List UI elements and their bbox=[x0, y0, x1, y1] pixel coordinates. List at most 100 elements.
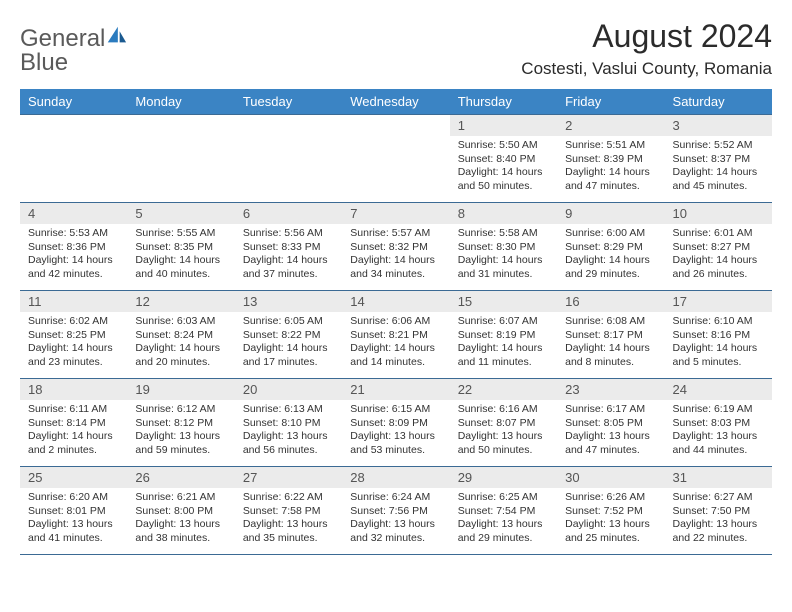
sunset-text: Sunset: 8:19 PM bbox=[458, 329, 549, 343]
calendar-day-cell: 6Sunrise: 5:56 AMSunset: 8:33 PMDaylight… bbox=[235, 203, 342, 291]
calendar-day-cell: 19Sunrise: 6:12 AMSunset: 8:12 PMDayligh… bbox=[127, 379, 234, 467]
sunset-text: Sunset: 7:56 PM bbox=[350, 505, 441, 519]
day-number: 22 bbox=[450, 379, 557, 400]
daylight-text: Daylight: 14 hours and 40 minutes. bbox=[135, 254, 226, 281]
daylight-text: Daylight: 14 hours and 17 minutes. bbox=[243, 342, 334, 369]
sunset-text: Sunset: 8:09 PM bbox=[350, 417, 441, 431]
sunrise-text: Sunrise: 6:20 AM bbox=[28, 491, 119, 505]
daylight-text: Daylight: 14 hours and 47 minutes. bbox=[565, 166, 656, 193]
day-number: 31 bbox=[665, 467, 772, 488]
daylight-text: Daylight: 13 hours and 50 minutes. bbox=[458, 430, 549, 457]
day-number bbox=[235, 115, 342, 136]
sunset-text: Sunset: 8:22 PM bbox=[243, 329, 334, 343]
day-details: Sunrise: 6:11 AMSunset: 8:14 PMDaylight:… bbox=[20, 400, 127, 462]
sunrise-text: Sunrise: 5:58 AM bbox=[458, 227, 549, 241]
sunset-text: Sunset: 8:12 PM bbox=[135, 417, 226, 431]
day-number: 15 bbox=[450, 291, 557, 312]
day-number: 5 bbox=[127, 203, 234, 224]
calendar-day-cell: 21Sunrise: 6:15 AMSunset: 8:09 PMDayligh… bbox=[342, 379, 449, 467]
daylight-text: Daylight: 14 hours and 34 minutes. bbox=[350, 254, 441, 281]
calendar-day-cell: 8Sunrise: 5:58 AMSunset: 8:30 PMDaylight… bbox=[450, 203, 557, 291]
weekday-header: Tuesday bbox=[235, 89, 342, 115]
sunrise-text: Sunrise: 6:25 AM bbox=[458, 491, 549, 505]
day-details: Sunrise: 6:12 AMSunset: 8:12 PMDaylight:… bbox=[127, 400, 234, 462]
weekday-header: Saturday bbox=[665, 89, 772, 115]
day-details: Sunrise: 6:08 AMSunset: 8:17 PMDaylight:… bbox=[557, 312, 664, 374]
sunrise-text: Sunrise: 6:08 AM bbox=[565, 315, 656, 329]
day-number bbox=[127, 115, 234, 136]
day-number: 19 bbox=[127, 379, 234, 400]
weekday-header: Friday bbox=[557, 89, 664, 115]
daylight-text: Daylight: 13 hours and 35 minutes. bbox=[243, 518, 334, 545]
calendar-day-cell: 25Sunrise: 6:20 AMSunset: 8:01 PMDayligh… bbox=[20, 467, 127, 555]
day-number: 28 bbox=[342, 467, 449, 488]
calendar-week-row: 18Sunrise: 6:11 AMSunset: 8:14 PMDayligh… bbox=[20, 379, 772, 467]
daylight-text: Daylight: 14 hours and 11 minutes. bbox=[458, 342, 549, 369]
daylight-text: Daylight: 14 hours and 8 minutes. bbox=[565, 342, 656, 369]
daylight-text: Daylight: 13 hours and 32 minutes. bbox=[350, 518, 441, 545]
sunset-text: Sunset: 7:52 PM bbox=[565, 505, 656, 519]
calendar-day-cell: 18Sunrise: 6:11 AMSunset: 8:14 PMDayligh… bbox=[20, 379, 127, 467]
day-details: Sunrise: 6:25 AMSunset: 7:54 PMDaylight:… bbox=[450, 488, 557, 550]
sunrise-text: Sunrise: 6:17 AM bbox=[565, 403, 656, 417]
location-text: Costesti, Vaslui County, Romania bbox=[521, 59, 772, 79]
sunset-text: Sunset: 8:05 PM bbox=[565, 417, 656, 431]
day-details bbox=[20, 136, 127, 147]
day-details: Sunrise: 6:03 AMSunset: 8:24 PMDaylight:… bbox=[127, 312, 234, 374]
calendar-day-cell: 2Sunrise: 5:51 AMSunset: 8:39 PMDaylight… bbox=[557, 115, 664, 203]
day-details: Sunrise: 5:52 AMSunset: 8:37 PMDaylight:… bbox=[665, 136, 772, 198]
day-details: Sunrise: 6:24 AMSunset: 7:56 PMDaylight:… bbox=[342, 488, 449, 550]
calendar-day-cell: 30Sunrise: 6:26 AMSunset: 7:52 PMDayligh… bbox=[557, 467, 664, 555]
calendar-day-cell: 24Sunrise: 6:19 AMSunset: 8:03 PMDayligh… bbox=[665, 379, 772, 467]
sunrise-text: Sunrise: 5:55 AM bbox=[135, 227, 226, 241]
daylight-text: Daylight: 14 hours and 31 minutes. bbox=[458, 254, 549, 281]
daylight-text: Daylight: 14 hours and 20 minutes. bbox=[135, 342, 226, 369]
day-details: Sunrise: 5:58 AMSunset: 8:30 PMDaylight:… bbox=[450, 224, 557, 286]
sunrise-text: Sunrise: 5:51 AM bbox=[565, 139, 656, 153]
daylight-text: Daylight: 13 hours and 53 minutes. bbox=[350, 430, 441, 457]
calendar-day-cell: 20Sunrise: 6:13 AMSunset: 8:10 PMDayligh… bbox=[235, 379, 342, 467]
sunset-text: Sunset: 8:24 PM bbox=[135, 329, 226, 343]
sunset-text: Sunset: 8:25 PM bbox=[28, 329, 119, 343]
daylight-text: Daylight: 13 hours and 56 minutes. bbox=[243, 430, 334, 457]
logo-text-2: Blue bbox=[20, 49, 68, 76]
daylight-text: Daylight: 13 hours and 47 minutes. bbox=[565, 430, 656, 457]
day-details: Sunrise: 6:01 AMSunset: 8:27 PMDaylight:… bbox=[665, 224, 772, 286]
calendar-week-row: 4Sunrise: 5:53 AMSunset: 8:36 PMDaylight… bbox=[20, 203, 772, 291]
calendar-day-cell: 3Sunrise: 5:52 AMSunset: 8:37 PMDaylight… bbox=[665, 115, 772, 203]
day-details: Sunrise: 6:06 AMSunset: 8:21 PMDaylight:… bbox=[342, 312, 449, 374]
sunset-text: Sunset: 8:17 PM bbox=[565, 329, 656, 343]
daylight-text: Daylight: 14 hours and 29 minutes. bbox=[565, 254, 656, 281]
logo: General Blue bbox=[20, 18, 127, 75]
day-details: Sunrise: 6:16 AMSunset: 8:07 PMDaylight:… bbox=[450, 400, 557, 462]
day-details: Sunrise: 5:57 AMSunset: 8:32 PMDaylight:… bbox=[342, 224, 449, 286]
day-number bbox=[342, 115, 449, 136]
sunset-text: Sunset: 8:32 PM bbox=[350, 241, 441, 255]
day-number: 4 bbox=[20, 203, 127, 224]
day-details: Sunrise: 5:55 AMSunset: 8:35 PMDaylight:… bbox=[127, 224, 234, 286]
sunrise-text: Sunrise: 6:13 AM bbox=[243, 403, 334, 417]
day-number: 23 bbox=[557, 379, 664, 400]
sunrise-text: Sunrise: 6:12 AM bbox=[135, 403, 226, 417]
day-number: 3 bbox=[665, 115, 772, 136]
calendar-day-cell: 29Sunrise: 6:25 AMSunset: 7:54 PMDayligh… bbox=[450, 467, 557, 555]
day-details: Sunrise: 6:07 AMSunset: 8:19 PMDaylight:… bbox=[450, 312, 557, 374]
sunset-text: Sunset: 8:33 PM bbox=[243, 241, 334, 255]
sunset-text: Sunset: 8:40 PM bbox=[458, 153, 549, 167]
daylight-text: Daylight: 13 hours and 41 minutes. bbox=[28, 518, 119, 545]
calendar-day-cell: 16Sunrise: 6:08 AMSunset: 8:17 PMDayligh… bbox=[557, 291, 664, 379]
calendar-day-cell: 23Sunrise: 6:17 AMSunset: 8:05 PMDayligh… bbox=[557, 379, 664, 467]
day-number: 14 bbox=[342, 291, 449, 312]
sunrise-text: Sunrise: 6:11 AM bbox=[28, 403, 119, 417]
day-number: 21 bbox=[342, 379, 449, 400]
sunset-text: Sunset: 8:39 PM bbox=[565, 153, 656, 167]
day-details: Sunrise: 5:56 AMSunset: 8:33 PMDaylight:… bbox=[235, 224, 342, 286]
daylight-text: Daylight: 13 hours and 59 minutes. bbox=[135, 430, 226, 457]
calendar-day-cell bbox=[127, 115, 234, 203]
sunset-text: Sunset: 8:14 PM bbox=[28, 417, 119, 431]
sunset-text: Sunset: 8:37 PM bbox=[673, 153, 764, 167]
sunrise-text: Sunrise: 6:05 AM bbox=[243, 315, 334, 329]
day-details: Sunrise: 6:17 AMSunset: 8:05 PMDaylight:… bbox=[557, 400, 664, 462]
day-details: Sunrise: 6:27 AMSunset: 7:50 PMDaylight:… bbox=[665, 488, 772, 550]
day-details: Sunrise: 6:00 AMSunset: 8:29 PMDaylight:… bbox=[557, 224, 664, 286]
